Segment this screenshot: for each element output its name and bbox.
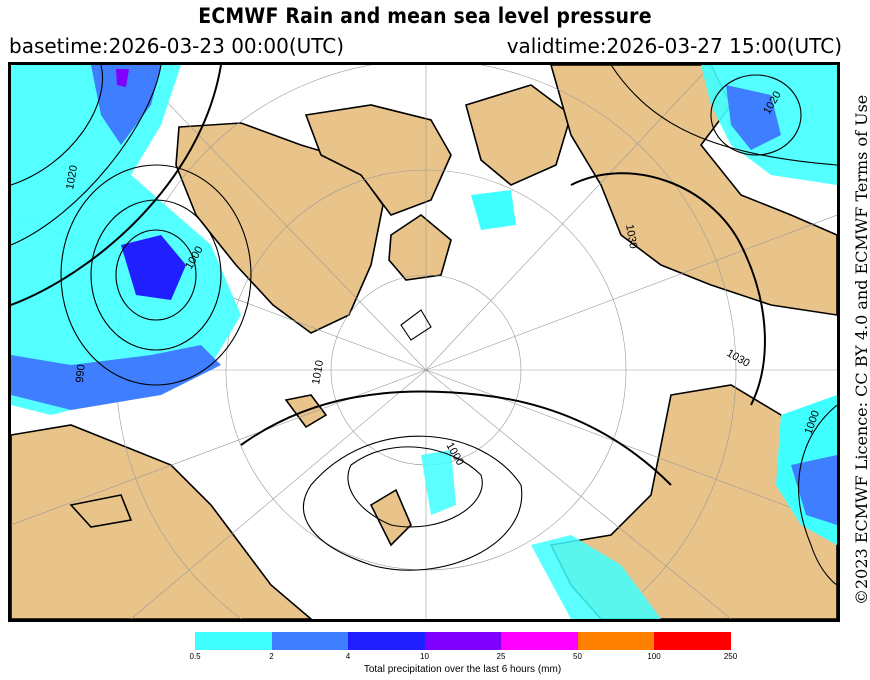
colorbar-tick-label: 2: [269, 652, 274, 661]
colorbar-swatch: [654, 632, 731, 650]
colorbar-ticks: 0.5 2 4 10 25 50 100 250: [189, 652, 738, 664]
land-ellesmere: [304, 104, 452, 216]
isobar-label: 1020: [64, 164, 80, 190]
isobar-atlantic-3: [11, 65, 222, 306]
chart-title: ECMWF Rain and mean sea level pressure: [198, 4, 652, 28]
map-panel[interactable]: 1020 1000 990 1010 1000 1030 1030 1020 1…: [8, 62, 840, 622]
isobar-pacific-1: [610, 65, 837, 166]
land-novaya-zemlya: [369, 488, 412, 547]
colorbar-swatch: [195, 632, 272, 650]
precip-north-atlantic: [11, 65, 241, 415]
colorbar-swatch: [424, 632, 501, 650]
isobar-central-high: [240, 390, 672, 486]
isobar-pacific-high: [570, 172, 766, 406]
precip-north-atlantic-heavy: [11, 345, 221, 410]
isobar-low-1: [115, 229, 197, 321]
basetime-label: basetime:2026-03-23 00:00(UTC): [9, 34, 345, 58]
colorbar-swatch: [271, 632, 348, 650]
land-north-canada: [465, 84, 572, 186]
isobar-layer: [11, 65, 837, 586]
isobar-low-3: [60, 164, 252, 386]
land-europe: [11, 424, 313, 619]
isobar-arctic-low-1: [347, 446, 483, 528]
colorbar-tick-label: 100: [647, 652, 661, 661]
precip-heaviest: [116, 69, 129, 87]
colorbar-tick-label: 10: [420, 652, 429, 661]
isobar-bering-1: [798, 404, 837, 586]
isobar-label: 1030: [725, 347, 752, 370]
precipitation-colorbar: [195, 632, 731, 650]
land-greenland: [175, 122, 384, 334]
colorbar-tick-label: 0.5: [189, 652, 201, 661]
isobar-arctic-low-2: [302, 435, 523, 571]
isobar-atlantic-2: [11, 65, 162, 246]
isobar-label: 1030: [623, 223, 639, 249]
isobar-pole-1: [400, 309, 432, 341]
colorbar-swatch: [577, 632, 654, 650]
colorbar-tick-label: 4: [345, 652, 351, 661]
isobar-label: 1010: [310, 359, 326, 385]
precip-low-center: [121, 235, 186, 300]
precip-north-atlantic-top: [91, 65, 161, 145]
precip-barents: [421, 450, 456, 515]
precipitation-layer: [11, 65, 837, 619]
colorbar-tick-label: 25: [496, 652, 506, 661]
colorbar-tick-label: 50: [573, 652, 582, 661]
precip-bering-heavy: [791, 455, 837, 525]
isobar-pacific-low: [710, 74, 802, 156]
colorbar-tick-label: 250: [723, 652, 738, 661]
colorbar-swatch: [348, 632, 425, 650]
map-canvas: 1020 1000 990 1010 1000 1030 1030 1020 1…: [11, 65, 837, 619]
licence-text: ©2023 ECMWF Licence: CC BY 4.0 and ECMWF…: [852, 94, 870, 605]
precip-pacific-heavy: [726, 85, 781, 150]
validtime-label: validtime:2026-03-27 15:00(UTC): [506, 34, 842, 58]
land-arctic-islands: [388, 214, 452, 281]
land-iceland: [69, 494, 133, 528]
colorbar-label: Total precipitation over the last 6 hour…: [363, 664, 562, 675]
isobar-label: 990: [74, 364, 88, 383]
colorbar-swatch: [501, 632, 578, 650]
precip-siberia: [531, 535, 661, 619]
isobar-atlantic-1: [11, 65, 103, 186]
precip-archipelago: [471, 190, 516, 230]
